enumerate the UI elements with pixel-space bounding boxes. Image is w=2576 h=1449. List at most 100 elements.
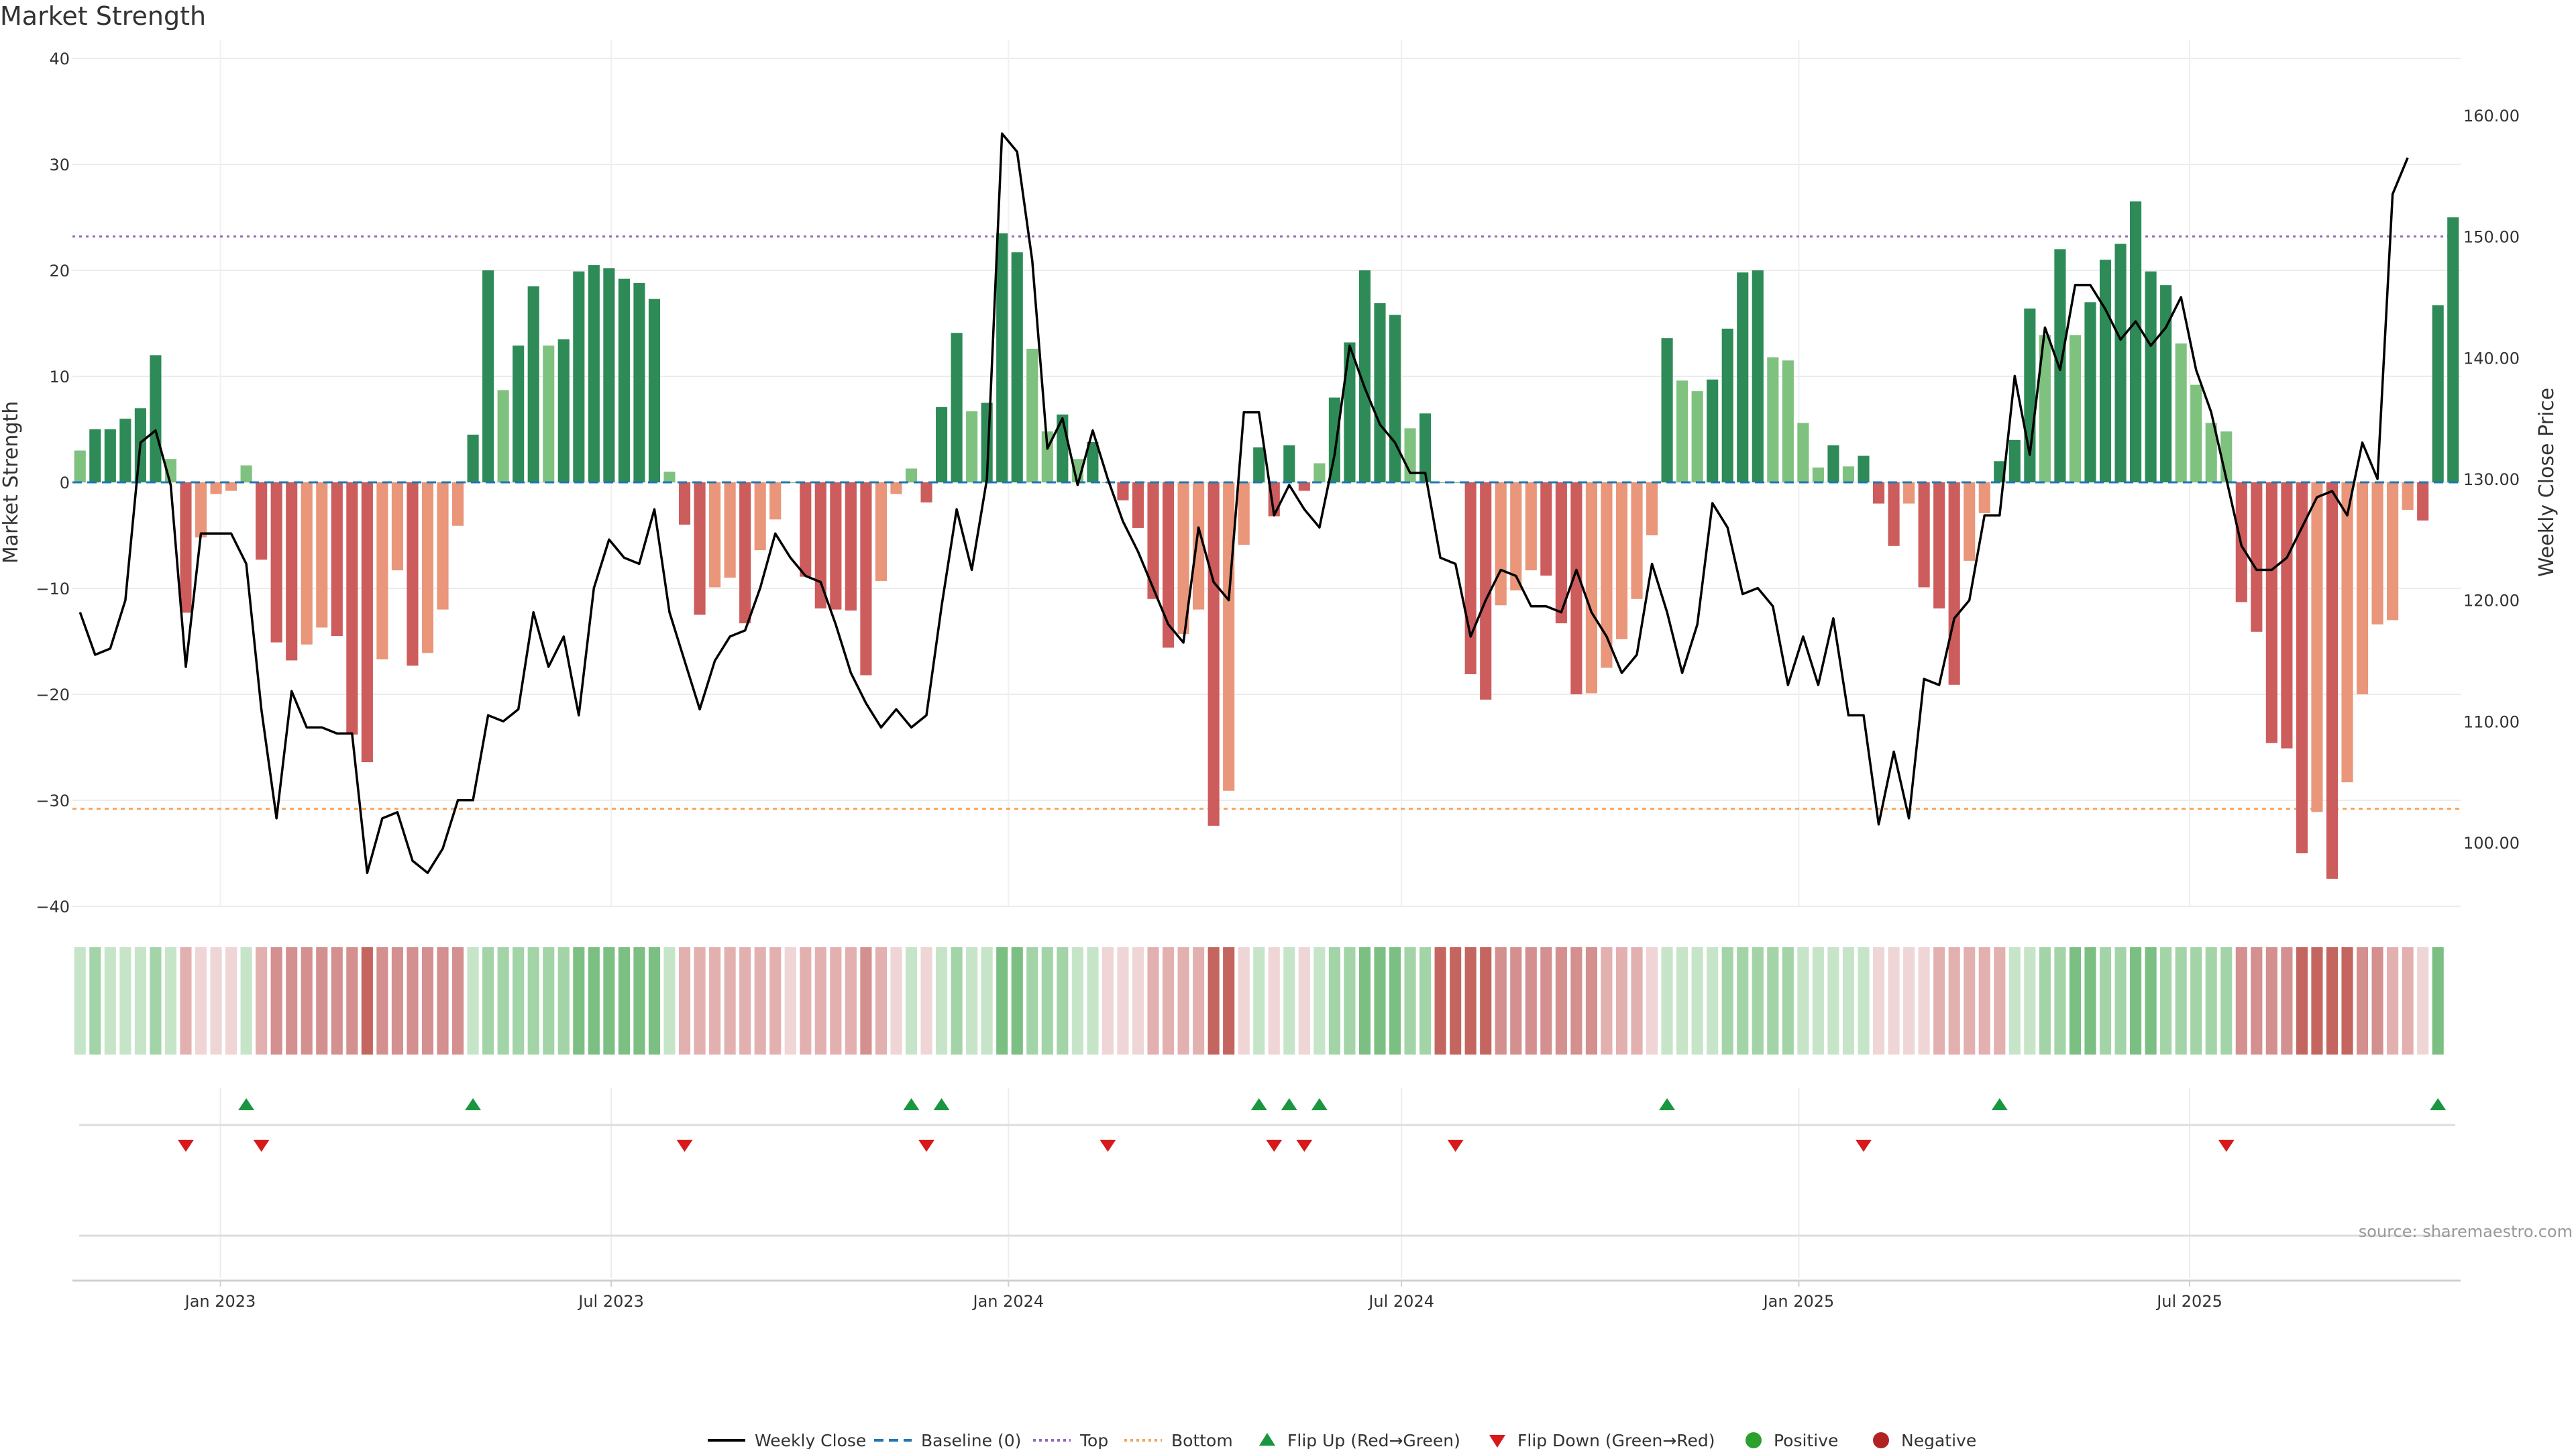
ribbon-cell: [1661, 947, 1673, 1055]
strength-bar: [180, 482, 192, 613]
strength-bar: [1223, 482, 1235, 791]
flip-down-marker: [1099, 1140, 1116, 1152]
y-tick-label: 0: [60, 474, 70, 492]
legend-label: Top: [1079, 1431, 1108, 1449]
strength-bar: [2099, 260, 2112, 482]
y2-tick-label: 100.00: [2463, 834, 2520, 853]
strength-bar: [1964, 482, 1976, 561]
chart-title: Market Strength: [0, 1, 207, 31]
ribbon-cell: [1177, 947, 1189, 1055]
strength-bar: [467, 434, 479, 482]
ribbon-cell: [376, 947, 388, 1055]
ribbon-cell: [845, 947, 857, 1055]
ribbon-cell: [769, 947, 782, 1055]
strength-bar: [1767, 357, 1779, 482]
ribbon-cell: [2402, 947, 2414, 1055]
strength-bar: [1888, 482, 1900, 546]
ribbon-cell: [1434, 947, 1446, 1055]
ribbon-cell: [2311, 947, 2323, 1055]
ribbon-cell: [1268, 947, 1280, 1055]
legend-label: Flip Up (Red→Green): [1287, 1431, 1460, 1449]
strength-bar: [1661, 338, 1673, 482]
ribbon-cell: [1087, 947, 1099, 1055]
ribbon-cell: [2235, 947, 2247, 1055]
strength-bar: [346, 482, 358, 735]
ribbon-cell: [331, 947, 343, 1055]
strength-bar: [1752, 270, 1764, 482]
ribbon-cell: [543, 947, 555, 1055]
strength-bar: [2432, 305, 2444, 482]
strength-bar: [301, 482, 313, 645]
ribbon-cell: [1374, 947, 1386, 1055]
strength-bar: [74, 450, 86, 482]
strength-bar: [1374, 303, 1386, 482]
ribbon-cell: [754, 947, 766, 1055]
strength-bar: [1238, 482, 1250, 545]
strength-bar: [1117, 482, 1129, 500]
ribbon-cell: [1737, 947, 1749, 1055]
ribbon-cell: [784, 947, 796, 1055]
ribbon-cell: [2296, 947, 2308, 1055]
legend-swatch-marker: [1259, 1433, 1275, 1446]
ribbon-cell: [1964, 947, 1976, 1055]
flip-up-marker: [933, 1098, 950, 1110]
ribbon-cell: [286, 947, 298, 1055]
ribbon-cell: [1283, 947, 1295, 1055]
ribbon-cell: [256, 947, 268, 1055]
strength-bar: [1132, 482, 1144, 528]
y-tick-label: −40: [36, 898, 70, 916]
flip-up-marker: [1991, 1098, 2008, 1110]
strength-bar: [210, 482, 222, 494]
y2-tick-label: 140.00: [2463, 349, 2520, 368]
strength-bar: [2402, 482, 2414, 511]
strength-bar: [1419, 413, 1432, 482]
strength-bar: [89, 429, 101, 482]
strength-bar: [513, 345, 525, 482]
ribbon-cell: [709, 947, 721, 1055]
strength-bar: [150, 355, 162, 482]
strength-bar: [497, 390, 509, 482]
ribbon-cell: [1358, 947, 1371, 1055]
ribbon-cell: [1721, 947, 1733, 1055]
ribbon-cell: [527, 947, 539, 1055]
ribbon-cell: [557, 947, 570, 1055]
strength-bar: [966, 411, 978, 482]
ribbon-cell: [301, 947, 313, 1055]
flip-up-marker: [2430, 1098, 2447, 1110]
ribbon-cell: [451, 947, 464, 1055]
strength-bar: [1797, 423, 1809, 482]
strength-bar: [286, 482, 298, 661]
ribbon-cell: [1480, 947, 1492, 1055]
x-tick-label: Jul 2025: [2155, 1292, 2222, 1311]
strength-bar: [1510, 482, 1522, 591]
strength-bar: [845, 482, 857, 611]
ribbon-cell: [1464, 947, 1477, 1055]
strength-bar: [936, 407, 948, 482]
strength-bar: [543, 345, 555, 482]
strength-bar: [1782, 360, 1794, 482]
strength-bar: [1812, 467, 1824, 482]
strength-bar: [694, 482, 706, 615]
strength-bar: [1087, 441, 1099, 482]
ribbon-cell: [1102, 947, 1114, 1055]
strength-bar: [739, 482, 751, 624]
strength-bar: [1358, 270, 1371, 482]
ribbon-cell: [1570, 947, 1582, 1055]
strength-bar: [1313, 463, 1326, 482]
strength-bar: [2311, 482, 2323, 812]
strength-bar: [1601, 482, 1613, 668]
x-tick-label: Jan 2024: [972, 1292, 1044, 1311]
strength-bar: [1434, 482, 1446, 483]
ribbon-cell: [513, 947, 525, 1055]
y-tick-label: −20: [36, 686, 70, 704]
ribbon-cell: [1132, 947, 1144, 1055]
ribbon-cell: [1147, 947, 1159, 1055]
ribbon-cell: [800, 947, 812, 1055]
strength-bar: [1994, 461, 2006, 482]
strength-bar: [814, 482, 826, 609]
strength-bar: [1162, 482, 1175, 648]
strength-bar: [1495, 482, 1507, 606]
ribbon-cell: [346, 947, 358, 1055]
strength-bar: [1707, 379, 1719, 482]
